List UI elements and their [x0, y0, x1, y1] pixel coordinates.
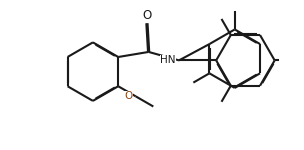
Text: HN: HN	[160, 55, 176, 65]
Text: O: O	[142, 9, 152, 22]
Text: O: O	[125, 91, 133, 101]
